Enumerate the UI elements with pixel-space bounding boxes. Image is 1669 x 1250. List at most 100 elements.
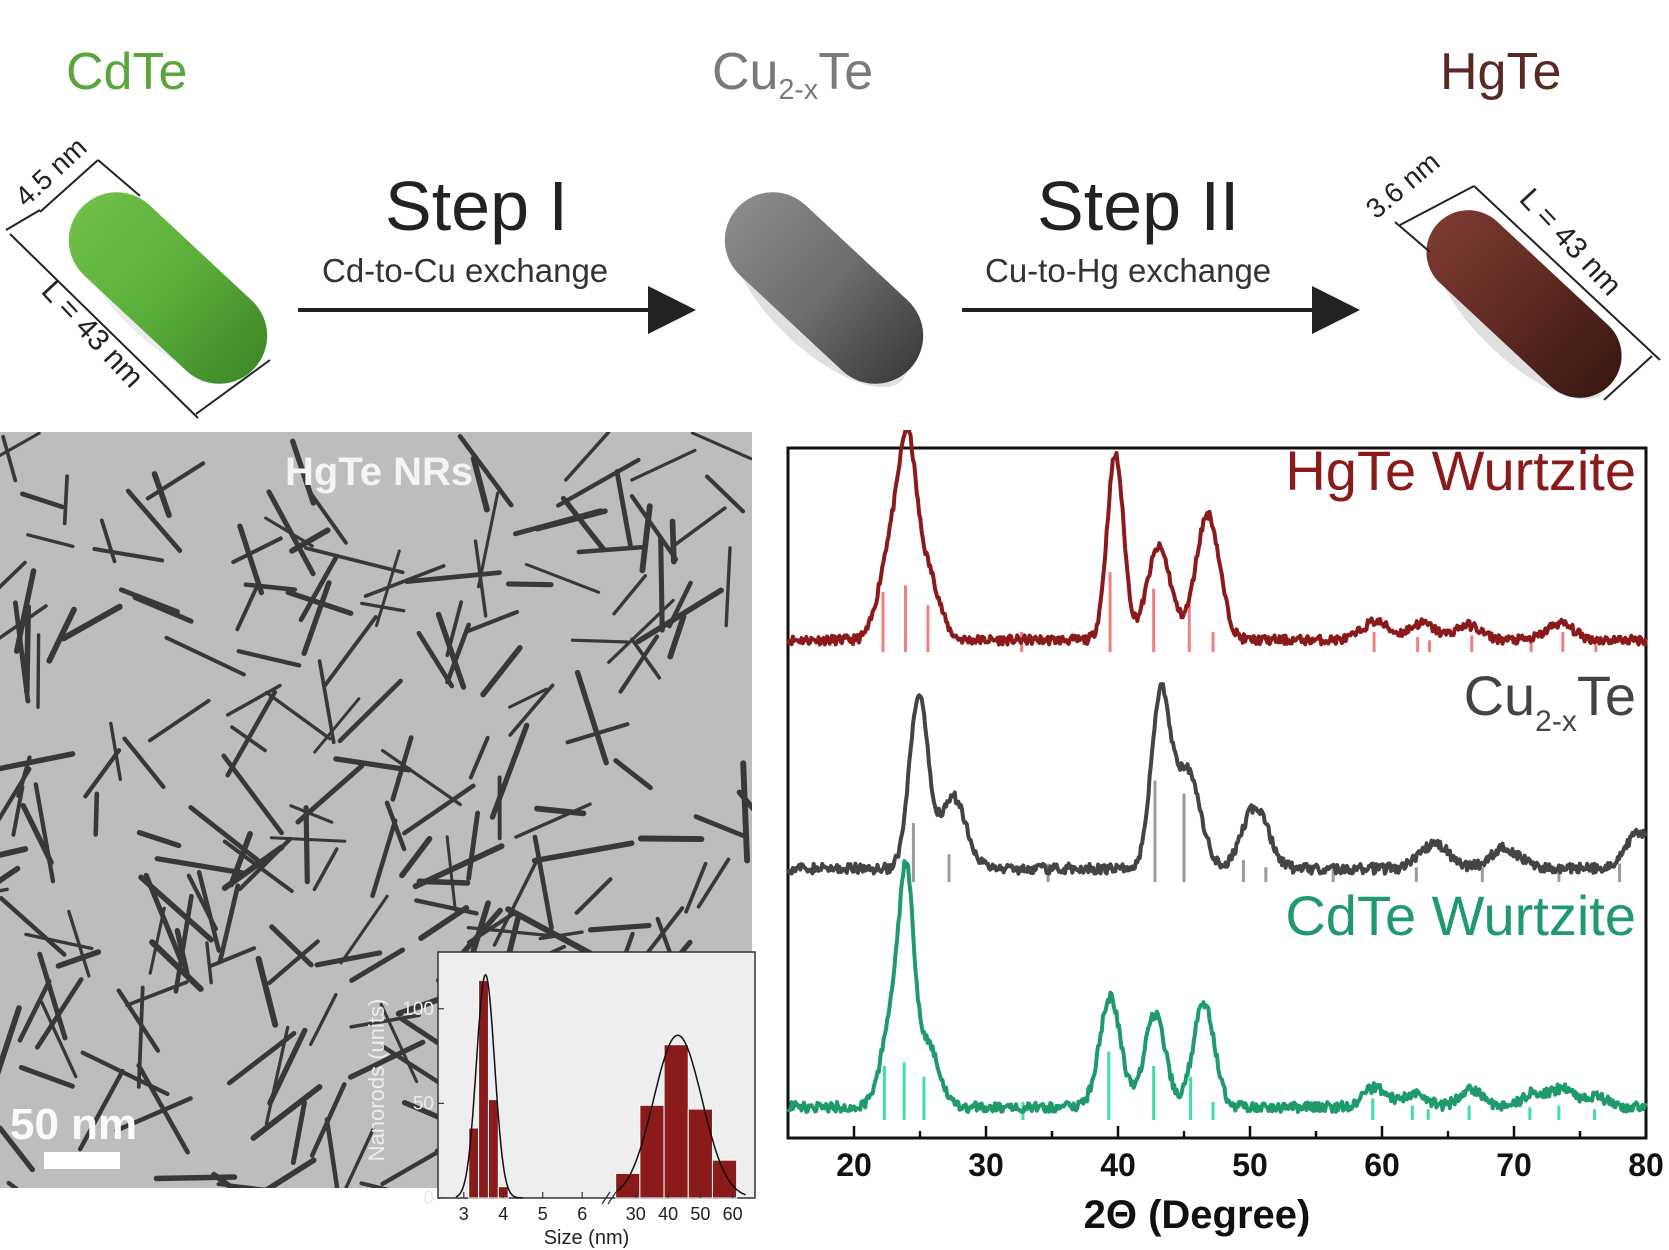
tem-nanorod bbox=[250, 1084, 323, 1141]
tem-nanorod bbox=[92, 546, 165, 563]
tem-nanorod bbox=[375, 549, 401, 628]
hgte-rod bbox=[1426, 210, 1622, 400]
tem-nanorod bbox=[221, 844, 285, 891]
tem-nanorod bbox=[337, 678, 403, 744]
tem-nanorod bbox=[304, 546, 405, 575]
tem-nanorod bbox=[556, 457, 641, 508]
tem-nanorod bbox=[118, 587, 180, 615]
tem-nanorod bbox=[314, 950, 383, 968]
tem-nanorod bbox=[476, 491, 500, 589]
tem-nanorod bbox=[154, 856, 245, 876]
tem-nanorod bbox=[736, 789, 752, 812]
tem-nanorod bbox=[505, 581, 554, 588]
cdte-rod bbox=[68, 192, 268, 384]
tem-nanorod bbox=[404, 570, 502, 584]
tem-nanorod bbox=[290, 1100, 307, 1166]
tem-nanorod bbox=[23, 604, 32, 695]
tem-nanorod bbox=[574, 669, 609, 766]
xrd-xtick-label: 50 bbox=[1232, 1147, 1268, 1183]
tem-nanorod bbox=[457, 434, 514, 508]
tem-nanorod bbox=[693, 814, 748, 839]
tem-nanorod bbox=[445, 622, 472, 685]
tem-nanorod bbox=[629, 494, 679, 562]
tem-nanorod bbox=[618, 634, 660, 694]
tem-nanorod bbox=[524, 562, 601, 594]
tem-nanorod bbox=[534, 508, 608, 532]
scale-bar-label: 50 nm bbox=[10, 1100, 138, 1149]
tem-nanorod bbox=[390, 735, 414, 802]
xrd-xtick-label: 40 bbox=[1100, 1147, 1136, 1183]
tem-nanorod bbox=[122, 736, 166, 789]
step2-title: Step II bbox=[1037, 167, 1240, 245]
tem-nanorod bbox=[225, 683, 282, 717]
tem-nanorod bbox=[445, 835, 457, 912]
tem-nanorod bbox=[532, 834, 554, 931]
xrd-series-label-cdte: CdTe Wurtzite bbox=[1285, 884, 1636, 947]
tem-nanorod bbox=[416, 630, 455, 689]
tem-nanorod bbox=[705, 474, 746, 514]
xrd-pattern-1 bbox=[786, 682, 1648, 876]
tem-label: HgTe NRs bbox=[285, 450, 474, 494]
tem-nanorod bbox=[349, 947, 406, 983]
xrd-frame bbox=[786, 446, 1648, 1140]
tem-nanorod bbox=[435, 611, 467, 690]
tem-nanorod bbox=[399, 835, 433, 879]
tem-nanorod bbox=[574, 877, 613, 915]
tem-nanorod bbox=[0, 560, 27, 590]
tem-nanorod bbox=[145, 461, 206, 501]
tem-nanorod bbox=[538, 930, 584, 941]
tem-nanorod bbox=[466, 925, 567, 939]
histogram-bar-length bbox=[687, 1108, 713, 1199]
tem-nanorod bbox=[11, 785, 25, 837]
xrd-pattern-0 bbox=[786, 430, 1648, 647]
tem-nanorod bbox=[576, 544, 646, 555]
tem-nanorod bbox=[228, 831, 253, 888]
tem-nanorod bbox=[285, 589, 354, 616]
tem-nanorod bbox=[16, 755, 32, 799]
tem-nanorod bbox=[267, 1027, 308, 1106]
tem-nanorod bbox=[637, 835, 705, 843]
cu-label-end: Te bbox=[818, 43, 874, 101]
tem-nanorod bbox=[109, 721, 123, 781]
tem-nanorod bbox=[672, 506, 727, 548]
hgte-width-label: 3.6 nm bbox=[1360, 146, 1446, 225]
tem-nanorod bbox=[18, 1065, 75, 1089]
tem-nanorod bbox=[235, 586, 259, 632]
tem-nanorod bbox=[93, 791, 100, 837]
tem-nanorod bbox=[508, 683, 555, 737]
tem-nanorod bbox=[6, 1180, 19, 1188]
tem-nanorod bbox=[468, 735, 490, 780]
histogram-bar-length bbox=[711, 1159, 738, 1199]
tem-nanorod bbox=[13, 568, 37, 654]
tem-nanorod bbox=[303, 805, 310, 885]
tem-nanorod bbox=[690, 432, 752, 461]
schematic: 4.5 nm L = 43 nm 3.6 nm L = 43 nm bbox=[5, 131, 1661, 419]
tem-nanorod bbox=[344, 1127, 375, 1188]
histogram-ylabel: Nanorods (units) bbox=[364, 999, 389, 1162]
tem-nanorod bbox=[164, 635, 246, 677]
cu-label-sub: 2-x bbox=[778, 74, 819, 106]
tem-nanorod bbox=[307, 490, 348, 545]
tem-nanorod bbox=[612, 574, 647, 616]
tem-nanorod bbox=[60, 603, 123, 642]
histogram-xtick-label: 60 bbox=[723, 1204, 743, 1224]
tem-nanorod bbox=[26, 533, 75, 549]
tem-nanorod bbox=[614, 469, 633, 548]
tem-nanorod bbox=[67, 909, 91, 978]
histogram-yaxis: 0 50 100 Nanorods (units) bbox=[364, 999, 434, 1209]
tem-nanorod bbox=[37, 951, 68, 1041]
cdte-dimensions bbox=[5, 159, 271, 419]
tem-nanorod bbox=[83, 748, 122, 799]
tem-nanorod bbox=[379, 1002, 419, 1084]
tem-nanorod bbox=[416, 878, 471, 886]
cu-label-main: Cu bbox=[712, 43, 779, 101]
scale-bar bbox=[44, 1152, 120, 1169]
tem-nanorod bbox=[630, 448, 697, 482]
tem-nanorod bbox=[0, 1125, 36, 1173]
histogram-bar-width bbox=[487, 1099, 499, 1199]
tem-nanorod bbox=[230, 725, 267, 753]
tem-nanorod bbox=[226, 1031, 297, 1086]
tem-nanorod bbox=[24, 932, 94, 951]
tem-nanorod bbox=[255, 955, 279, 1028]
histogram-xtick-label: 3 bbox=[459, 1204, 469, 1224]
